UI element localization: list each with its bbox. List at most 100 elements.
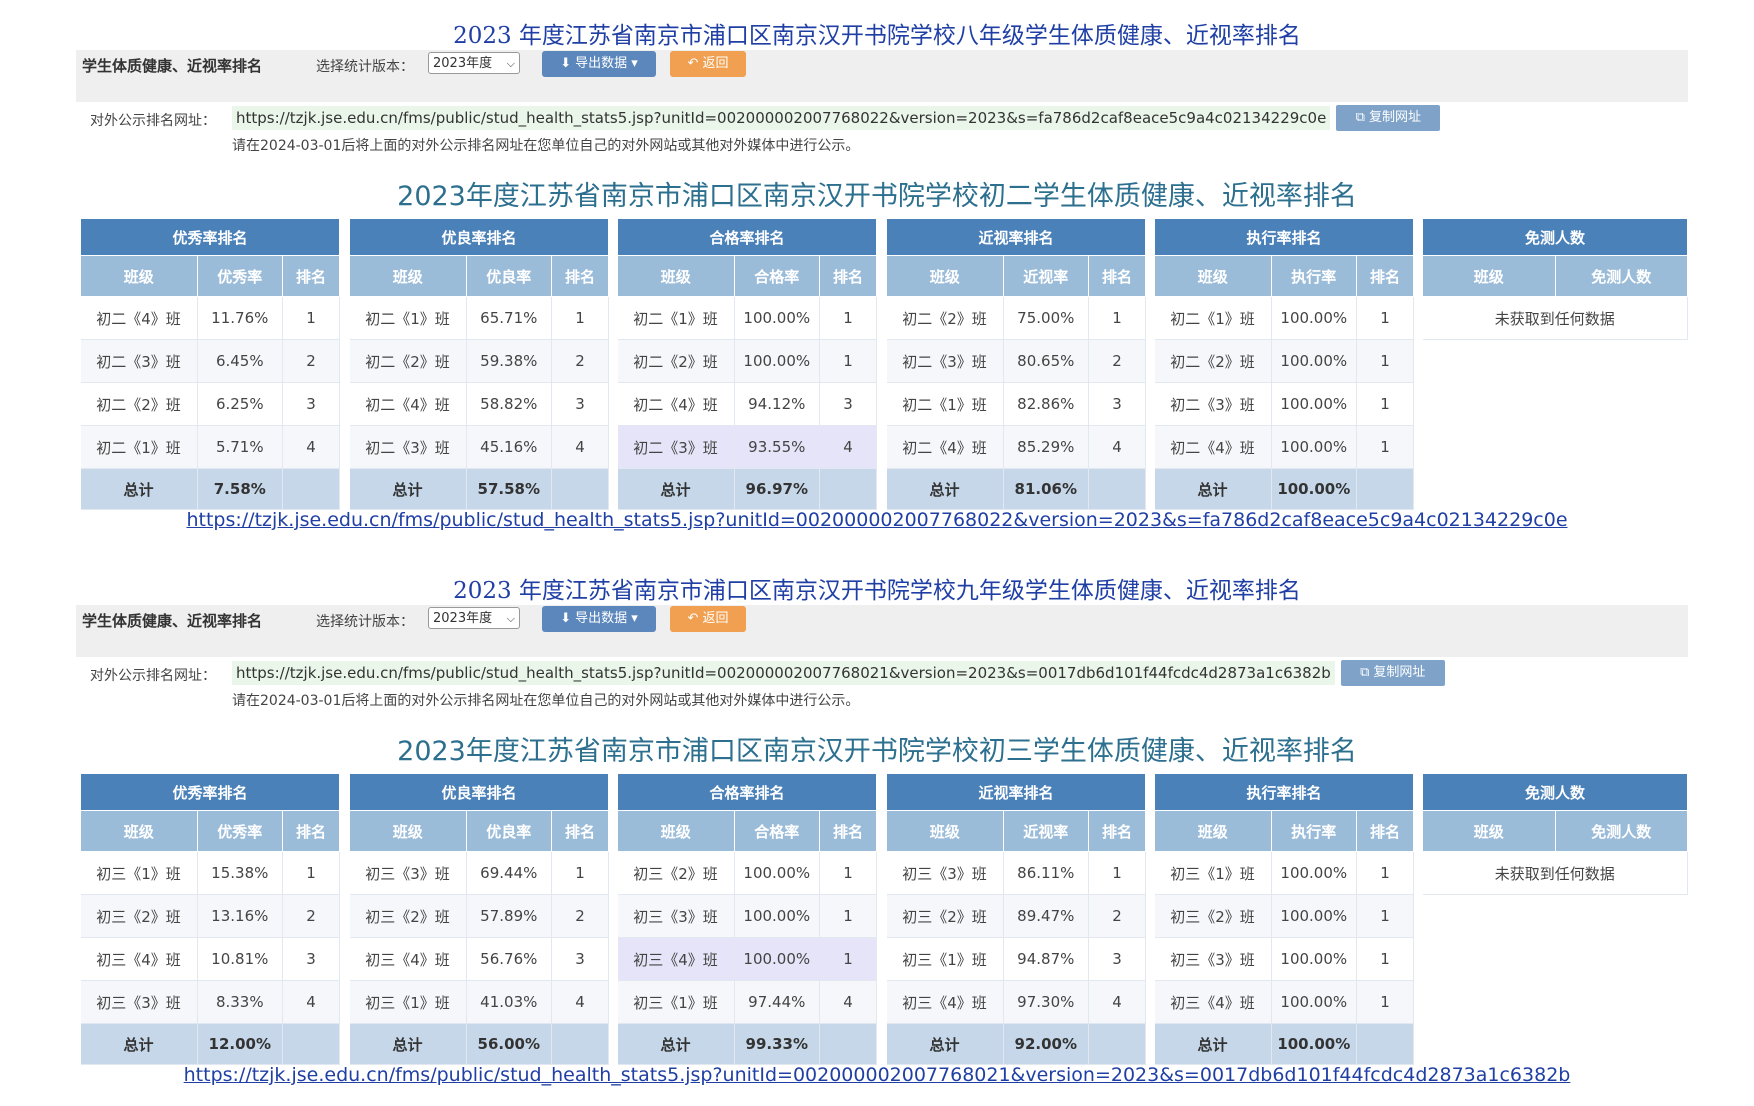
table-row: 初二《2》班 6.25% 3 xyxy=(80,382,340,426)
table-row: 初三《4》班 10.81% 3 xyxy=(80,937,340,981)
table-cell: 5.71% xyxy=(197,425,284,469)
column-header: 班级 xyxy=(1422,810,1556,852)
table-cell: 初三《2》班 xyxy=(886,894,1004,938)
table-cell: 1 xyxy=(282,296,340,340)
back-button[interactable]: ↶ 返回 xyxy=(670,51,746,77)
copy-url-button[interactable]: ⧉ 复制网址 xyxy=(1336,105,1441,131)
ranking-title: 2023年度江苏省南京市浦口区南京汉开书院学校初二学生体质健康、近视率排名 xyxy=(397,181,1357,212)
table-cell: 100.00% xyxy=(1271,339,1358,383)
column-header: 班级 xyxy=(80,810,198,852)
download-icon: ⬇ xyxy=(560,611,572,626)
table-cell: 82.86% xyxy=(1003,382,1090,426)
table-cell: 1 xyxy=(1356,980,1414,1024)
table-cell: 初三《1》班 xyxy=(349,980,467,1024)
table-cell: 初三《1》班 xyxy=(886,937,1004,981)
export-data-button[interactable]: ⬇ 导出数据 ▾ xyxy=(542,606,656,632)
ranking-table: 合格率排名 班级 合格率 排名 初三《2》班 100.00% 1 初三《3》班 100.00% 1… xyxy=(617,773,877,1065)
table-cell: 2 xyxy=(551,894,609,938)
ranking-panel: 优秀率排名 班级 优秀率 排名 初二《4》班 11.76% 1 初二《3》班 6.45% 2 初二《… xyxy=(80,218,340,510)
table-row: 初三《4》班 56.76% 3 xyxy=(349,937,609,981)
panel-header-row: 执行率排名 xyxy=(1154,773,1414,811)
ranking-table: 优秀率排名 班级 优秀率 排名 初三《1》班 15.38% 1 初三《2》班 13.16% 2 初三… xyxy=(80,773,340,1065)
panel-header-row: 优良率排名 xyxy=(349,218,609,256)
back-button[interactable]: ↶ 返回 xyxy=(670,606,746,632)
toolbar-title: 学生体质健康、近视率排名 xyxy=(82,57,263,75)
total-cell: 100.00% xyxy=(1271,468,1358,510)
total-cell: 总计 xyxy=(1154,1023,1272,1065)
column-header: 排名 xyxy=(819,255,877,297)
table-row: 初三《4》班 100.00% 1 xyxy=(617,937,877,981)
public-url-field[interactable]: https://tzjk.jse.edu.cn/fms/public/stud_… xyxy=(232,661,1335,685)
table-row: 初二《1》班 5.71% 4 xyxy=(80,425,340,469)
table-cell: 4 xyxy=(282,425,340,469)
table-cell: 初二《4》班 xyxy=(80,296,198,340)
table-cell: 93.55% xyxy=(734,425,821,469)
total-row: 总计 92.00% xyxy=(886,1023,1146,1065)
ranking-table: 近视率排名 班级 近视率 排名 初二《2》班 75.00% 1 初二《3》班 80.65% 2 初二… xyxy=(886,218,1146,510)
total-cell xyxy=(282,1023,340,1065)
column-header: 近视率 xyxy=(1002,255,1090,297)
total-cell xyxy=(1088,1023,1146,1065)
total-cell: 99.33% xyxy=(734,1023,821,1065)
table-cell: 初三《4》班 xyxy=(617,937,735,981)
table-cell: 初二《1》班 xyxy=(1154,296,1272,340)
ranking-panel: 执行率排名 班级 执行率 排名 初三《1》班 100.00% 1 初三《2》班 100.00% 1… xyxy=(1154,773,1414,1065)
table-cell: 100.00% xyxy=(734,937,821,981)
table-row: 初三《2》班 100.00% 1 xyxy=(1154,894,1414,938)
export-data-button[interactable]: ⬇ 导出数据 ▾ xyxy=(542,51,656,77)
total-cell: 12.00% xyxy=(197,1023,284,1065)
table-cell: 80.65% xyxy=(1003,339,1090,383)
table-cell: 1 xyxy=(1356,937,1414,981)
table-cell: 初三《2》班 xyxy=(349,894,467,938)
ranking-table: 执行率排名 班级 执行率 排名 初三《1》班 100.00% 1 初三《2》班 100.00% 1… xyxy=(1154,773,1414,1065)
copy-icon: ⧉ xyxy=(1360,665,1370,680)
version-select[interactable]: 2023年度 ⌵ xyxy=(428,607,520,629)
column-header-row: 班级 执行率 排名 xyxy=(1154,255,1414,297)
table-cell: 1 xyxy=(1356,339,1414,383)
panel-header-row: 优秀率排名 xyxy=(80,218,340,256)
column-header-row: 班级 优良率 排名 xyxy=(349,810,609,852)
table-row: 初三《3》班 69.44% 1 xyxy=(349,851,609,895)
download-icon: ⬇ xyxy=(560,56,572,71)
total-row: 总计 12.00% xyxy=(80,1023,340,1065)
total-cell xyxy=(551,1023,609,1065)
table-cell: 13.16% xyxy=(197,894,284,938)
exempt-table: 免测人数 班级 免测人数 未获取到任何数据 xyxy=(1422,218,1688,340)
table-cell: 初二《1》班 xyxy=(886,382,1004,426)
public-url-label: 对外公示排名网址： xyxy=(90,113,216,129)
table-row: 初二《2》班 75.00% 1 xyxy=(886,296,1146,340)
column-header: 班级 xyxy=(617,810,735,852)
copy-url-button[interactable]: ⧉ 复制网址 xyxy=(1340,660,1445,686)
column-header: 排名 xyxy=(1088,810,1146,852)
column-header: 班级 xyxy=(617,255,735,297)
total-cell xyxy=(1088,468,1146,510)
copy-url-label: 复制网址 xyxy=(1373,665,1426,680)
total-row: 总计 81.06% xyxy=(886,468,1146,510)
table-row: 初三《2》班 13.16% 2 xyxy=(80,894,340,938)
table-cell: 4 xyxy=(819,980,877,1024)
column-header: 排名 xyxy=(819,810,877,852)
column-header: 班级 xyxy=(1154,810,1272,852)
toolbar: 学生体质健康、近视率排名 选择统计版本： 2023年度 ⌵ ⬇ 导出数据 ▾ ↶ 返回 xyxy=(76,605,1688,657)
footer-url-link[interactable]: https://tzjk.jse.edu.cn/fms/public/stud_… xyxy=(186,509,1568,531)
table-cell: 初三《3》班 xyxy=(80,980,198,1024)
version-select[interactable]: 2023年度 ⌵ xyxy=(428,52,520,74)
table-cell: 2 xyxy=(1088,894,1146,938)
public-url-field[interactable]: https://tzjk.jse.edu.cn/fms/public/stud_… xyxy=(232,106,1331,130)
panel-title: 合格率排名 xyxy=(617,773,877,811)
table-cell: 1 xyxy=(1088,296,1146,340)
footer-url-link[interactable]: https://tzjk.jse.edu.cn/fms/public/stud_… xyxy=(183,1064,1571,1086)
table-cell: 3 xyxy=(551,382,609,426)
table-cell: 4 xyxy=(551,980,609,1024)
caret-down-icon: ▾ xyxy=(627,56,638,71)
empty-row: 未获取到任何数据 xyxy=(1422,851,1688,895)
column-header: 班级 xyxy=(1422,255,1556,297)
no-data-message: 未获取到任何数据 xyxy=(1422,851,1688,895)
publish-notice: 请在2024-03-01后将上面的对外公示排名网址在您单位自己的对外网站或其他对… xyxy=(232,693,860,709)
document-title: 2023 年度江苏省南京市浦口区南京汉开书院学校九年级学生体质健康、近视率排名 xyxy=(453,578,1301,604)
table-cell: 初三《3》班 xyxy=(1154,937,1272,981)
copy-icon: ⧉ xyxy=(1355,110,1365,125)
table-cell: 3 xyxy=(819,382,877,426)
table-cell: 100.00% xyxy=(1271,296,1358,340)
table-row: 初三《1》班 41.03% 4 xyxy=(349,980,609,1024)
